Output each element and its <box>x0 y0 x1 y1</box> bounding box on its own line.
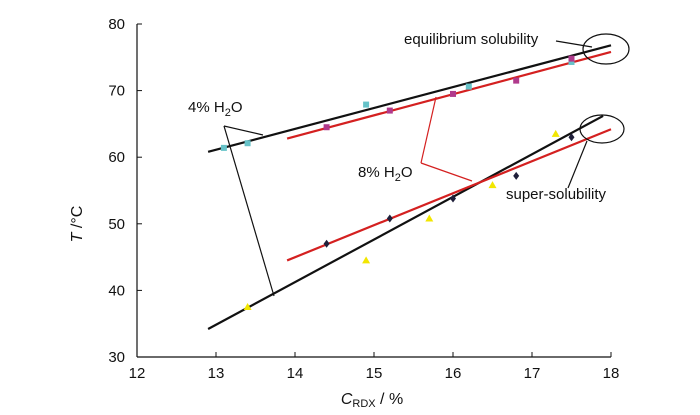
data-point <box>450 194 456 203</box>
annotation-equilibrium-solubility: equilibrium solubility <box>404 31 539 48</box>
series-line-3 <box>286 128 612 262</box>
series-line-0 <box>207 44 612 153</box>
data-point <box>243 303 252 311</box>
data-point <box>568 58 575 65</box>
leader-4pct-upper <box>223 125 264 136</box>
y-tick-label: 70 <box>108 83 125 100</box>
data-point <box>513 171 520 180</box>
data-point <box>323 239 330 248</box>
leader-4pct-lower <box>223 125 275 297</box>
data-point <box>386 214 393 223</box>
series-line-2 <box>207 114 604 330</box>
y-axis-title: T /°C <box>69 206 86 243</box>
x-tick-label: 17 <box>524 365 541 382</box>
x-tick-label: 18 <box>603 365 620 382</box>
data-point <box>386 107 393 114</box>
data-point <box>513 77 520 84</box>
data-point <box>244 140 251 147</box>
series-points <box>220 55 575 311</box>
y-tick-label: 30 <box>108 349 125 366</box>
data-point <box>363 101 370 108</box>
data-point <box>220 144 227 151</box>
data-point <box>465 83 472 90</box>
data-point <box>488 181 497 189</box>
y-tick-label: 60 <box>108 149 125 166</box>
annotations <box>223 33 630 297</box>
data-point <box>551 129 560 137</box>
x-tick-label: 16 <box>445 365 462 382</box>
x-tick-label: 12 <box>129 365 146 382</box>
data-point <box>323 124 330 131</box>
x-tick-label: 14 <box>287 365 304 382</box>
series-lines <box>207 44 612 330</box>
leader-8pct-upper <box>420 96 437 164</box>
x-tick-label: 13 <box>208 365 225 382</box>
x-axis-title: CRDX / % <box>341 391 403 410</box>
data-point <box>425 214 434 222</box>
leader-super <box>567 140 588 189</box>
leader-equilibrium <box>555 40 593 48</box>
data-point <box>362 256 371 264</box>
y-tick-label: 80 <box>108 16 125 33</box>
y-tick-label: 40 <box>108 282 125 299</box>
y-tick-label: 50 <box>108 216 125 233</box>
highlight-ellipse-super <box>579 114 625 144</box>
annotation-4pct-h2o: 4% H2O <box>188 99 242 119</box>
x-tick-label: 15 <box>366 365 383 382</box>
annotation-super-solubility: super-solubility <box>506 186 607 203</box>
series-line-1 <box>286 50 612 140</box>
annotation-8pct-h2o: 8% H2O <box>358 164 412 184</box>
highlight-ellipse-equilibrium <box>582 33 630 65</box>
ticks: 12 13 14 15 16 17 18 30 40 50 60 70 80 <box>108 16 619 382</box>
data-point <box>450 90 456 97</box>
data-point <box>568 133 575 142</box>
leader-8pct-lower <box>420 162 473 182</box>
data-point <box>568 55 575 62</box>
